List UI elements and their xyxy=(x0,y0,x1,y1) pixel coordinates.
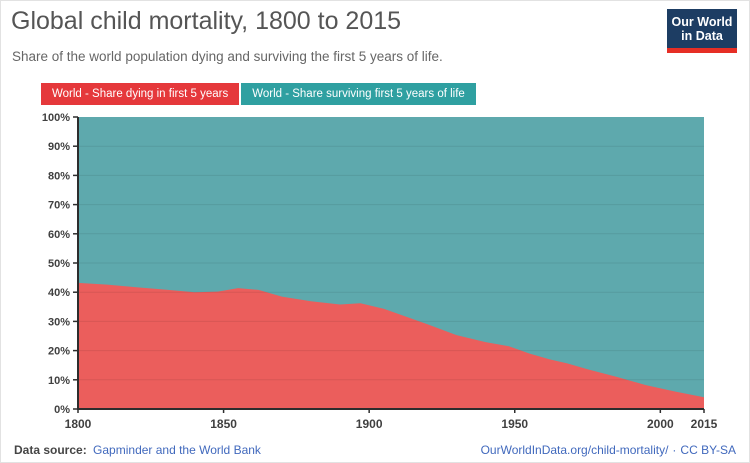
footer-source-link[interactable]: Gapminder and the World Bank xyxy=(93,443,261,457)
owid-logo-line1: Our World xyxy=(671,14,733,29)
area-dying[interactable] xyxy=(78,282,704,409)
legend-item-surviving[interactable]: World - Share surviving first 5 years of… xyxy=(241,83,476,105)
page-title: Global child mortality, 1800 to 2015 xyxy=(11,7,402,35)
owid-logo[interactable]: Our World in Data xyxy=(667,9,737,53)
y-tick-label: 10% xyxy=(48,375,70,387)
x-tick-label: 2000 xyxy=(647,417,674,431)
y-tick-label: 60% xyxy=(48,229,70,241)
footer-source-label: Data source: xyxy=(14,443,87,457)
legend-item-dying[interactable]: World - Share dying in first 5 years xyxy=(41,83,240,105)
chart-legend: World - Share dying in first 5 years Wor… xyxy=(41,83,476,105)
footer-site-link[interactable]: OurWorldInData.org/child-mortality/ xyxy=(480,443,669,457)
chart-svg[interactable]: 0% 10% 20% 30% 40% 50% 60% 70% 80% 90% 100% 1800 185… xyxy=(1,109,750,439)
y-tick-label: 50% xyxy=(48,258,70,270)
y-tick-label: 20% xyxy=(48,346,70,358)
y-tick-label: 90% xyxy=(48,141,70,153)
x-tick-label: 1900 xyxy=(356,417,383,431)
owid-logo-line2: in Data xyxy=(681,28,723,43)
x-tick-label: 1950 xyxy=(501,417,528,431)
x-tick-label: 2015 xyxy=(691,417,718,431)
y-tick-label: 40% xyxy=(48,287,70,299)
y-tick-label: 70% xyxy=(48,200,70,212)
chart-footer: Data source: Gapminder and the World Ban… xyxy=(14,443,736,457)
y-tick-label: 100% xyxy=(42,112,70,124)
owid-logo-red-bar xyxy=(667,48,737,53)
y-tick-label: 0% xyxy=(54,404,70,416)
y-tick-label: 30% xyxy=(48,316,70,328)
x-tick-label: 1850 xyxy=(210,417,237,431)
page-subtitle: Share of the world population dying and … xyxy=(12,49,443,64)
x-tick-label: 1800 xyxy=(65,417,92,431)
y-tick-label: 80% xyxy=(48,170,70,182)
owid-logo-text: Our World in Data xyxy=(667,9,737,48)
footer-attribution: OurWorldInData.org/child-mortality/· CC B… xyxy=(481,443,736,457)
footer-source: Data source: Gapminder and the World Ban… xyxy=(14,443,264,457)
footer-license-link[interactable]: CC BY-SA xyxy=(680,443,736,457)
footer-separator: · xyxy=(672,443,677,457)
